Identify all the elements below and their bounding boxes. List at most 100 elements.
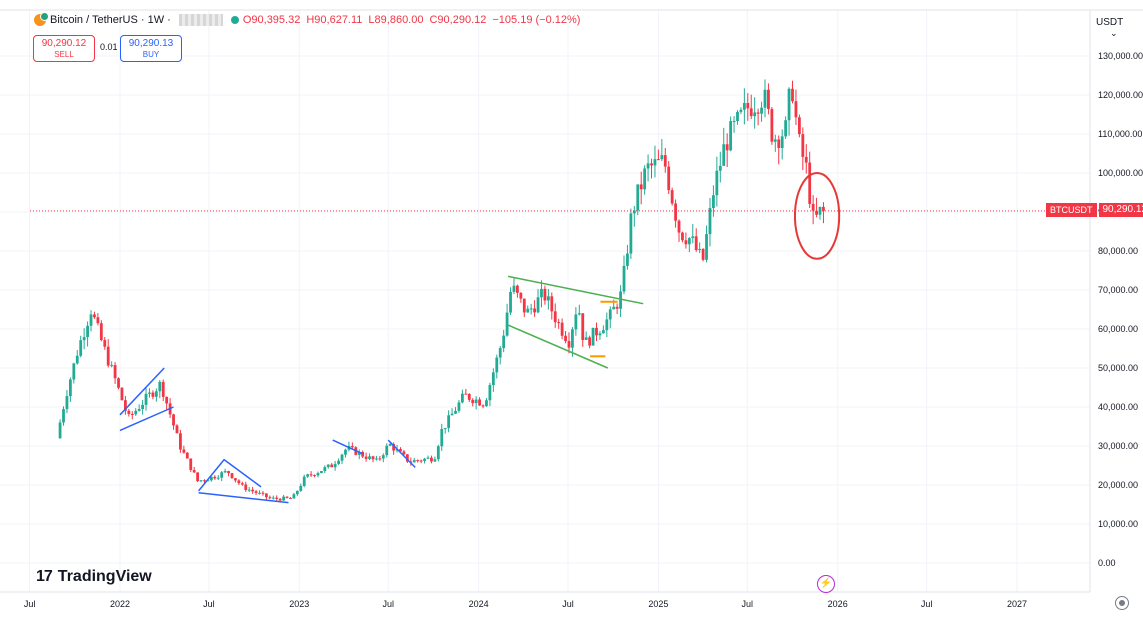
price-axis[interactable]: 130,000.00 120,000.00 110,000.00 100,000.00…	[1098, 51, 1143, 568]
candle-body	[344, 449, 347, 455]
y-tick-label: 60,000.00	[1098, 324, 1138, 334]
candle-body	[650, 163, 653, 166]
candle-body	[282, 496, 285, 501]
candle-body	[643, 168, 647, 190]
channel-line	[119, 406, 174, 432]
price-label-tag: BTCUSDT 90,290.12	[1046, 203, 1143, 217]
candle-body	[574, 314, 578, 330]
candle-body	[639, 184, 643, 190]
candle-body	[797, 117, 801, 135]
candle-body	[89, 314, 93, 326]
candle-body	[567, 341, 571, 348]
candle-body	[381, 455, 385, 459]
candle-body	[488, 385, 492, 401]
candle-body	[773, 139, 777, 142]
candle-body	[804, 156, 808, 163]
x-tick-label: 2025	[648, 599, 668, 609]
candle-body	[216, 477, 220, 479]
candle-body	[75, 355, 79, 364]
candle-body	[663, 155, 667, 167]
candle-body	[402, 451, 406, 455]
candle-body	[777, 139, 781, 149]
candle-body	[289, 497, 292, 499]
candle-body	[436, 446, 440, 460]
candle-body	[753, 112, 757, 117]
x-tick-label: Jul	[742, 599, 754, 609]
candle-body	[615, 306, 619, 309]
candle-body	[443, 427, 447, 429]
candle-body	[619, 291, 622, 309]
candle-body	[767, 89, 770, 110]
y-tick-label: 120,000.00	[1098, 90, 1143, 100]
sell-price: 90,290.12	[41, 37, 87, 49]
candle-body	[653, 159, 657, 166]
candle-body	[784, 120, 788, 137]
candle-body	[646, 163, 650, 169]
currency-selector[interactable]: USDT⌄	[1096, 17, 1143, 39]
candle-body	[656, 159, 660, 161]
candle-body	[68, 379, 72, 397]
candle-body	[818, 206, 822, 215]
candle-body	[295, 490, 299, 495]
chevron-down-icon: ⌄	[1110, 28, 1118, 38]
candle-body	[794, 101, 798, 118]
candle-body	[244, 484, 248, 490]
candle-body	[230, 473, 234, 479]
candle-body	[419, 460, 423, 462]
candle-body	[258, 492, 261, 494]
candle-body	[175, 425, 179, 434]
symbol-title[interactable]: Bitcoin / TetherUS · 1W ·	[50, 14, 171, 26]
candle-body	[261, 492, 265, 494]
candle-body	[815, 210, 818, 215]
x-tick-label: 2024	[469, 599, 489, 609]
candle-body	[405, 454, 409, 462]
candle-body	[722, 144, 726, 166]
buy-price: 90,290.13	[128, 37, 174, 49]
bolt-icon[interactable]: ⚡	[817, 575, 835, 593]
y-tick-label: 80,000.00	[1098, 246, 1138, 256]
ohlc-low: L89,860.00	[368, 14, 424, 26]
candle-body	[117, 378, 120, 388]
x-tick-label: Jul	[203, 599, 215, 609]
ohlc-change: −105.19 (−0.12%)	[492, 14, 581, 26]
candle-body	[712, 195, 715, 209]
candle-body	[454, 410, 457, 414]
candle-body	[316, 473, 320, 476]
candle-body	[364, 456, 368, 459]
candle-body	[571, 329, 574, 348]
candle-body	[667, 166, 671, 191]
candle-body	[742, 103, 746, 110]
settings-icon[interactable]	[1115, 596, 1129, 610]
time-axis[interactable]: Jul 2022 Jul 2023 Jul 2024 Jul 2025 Jul 2026 Jul 20…	[24, 599, 1027, 609]
candle-body	[220, 472, 224, 478]
candle-body	[299, 485, 303, 491]
currency-label: USDT	[1096, 17, 1124, 28]
candle-body	[674, 203, 677, 221]
candle-body	[144, 393, 148, 405]
y-tick-label: 50,000.00	[1098, 363, 1138, 373]
candle-body	[350, 446, 354, 448]
candle-body	[209, 476, 213, 481]
candle-body	[584, 337, 588, 340]
redacted-exchange	[178, 14, 223, 26]
candle-body	[474, 399, 478, 404]
candle-body	[392, 444, 396, 451]
candle-body	[340, 454, 344, 461]
candle-body	[320, 471, 323, 474]
x-tick-label: 2022	[110, 599, 130, 609]
candle-body	[306, 474, 310, 477]
sell-button[interactable]: 90,290.12 SELL	[33, 35, 95, 62]
candle-body	[749, 108, 753, 117]
buy-button[interactable]: 90,290.13 BUY	[120, 35, 182, 62]
candle-body	[577, 313, 581, 315]
candle-body	[378, 458, 382, 460]
candle-body	[787, 88, 791, 121]
candle-body	[161, 381, 165, 397]
candle-body	[505, 312, 509, 336]
candle-body	[550, 296, 554, 312]
y-tick-label: 40,000.00	[1098, 402, 1138, 412]
candle-body	[426, 457, 430, 459]
tradingview-logo[interactable]: 17 TradingView	[36, 568, 152, 586]
candle-body	[203, 480, 206, 482]
